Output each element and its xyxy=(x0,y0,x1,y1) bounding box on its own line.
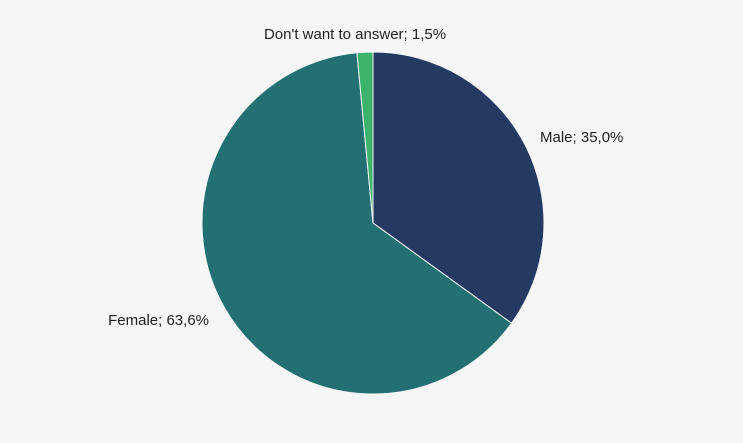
slice-label-male: Male; 35,0% xyxy=(540,129,623,146)
pie-slice-male xyxy=(372,51,545,324)
slice-label-dont-want-to-answer: Don't want to answer; 1,5% xyxy=(264,26,446,43)
pie-slice-dont-want-to-answer xyxy=(356,51,374,224)
pie-labels: Male; 35,0% Female; 63,6% Don't want to … xyxy=(108,26,623,329)
pie-slice-female xyxy=(201,52,513,395)
slice-label-female: Female; 63,6% xyxy=(108,312,209,329)
pie-slices xyxy=(201,51,545,395)
